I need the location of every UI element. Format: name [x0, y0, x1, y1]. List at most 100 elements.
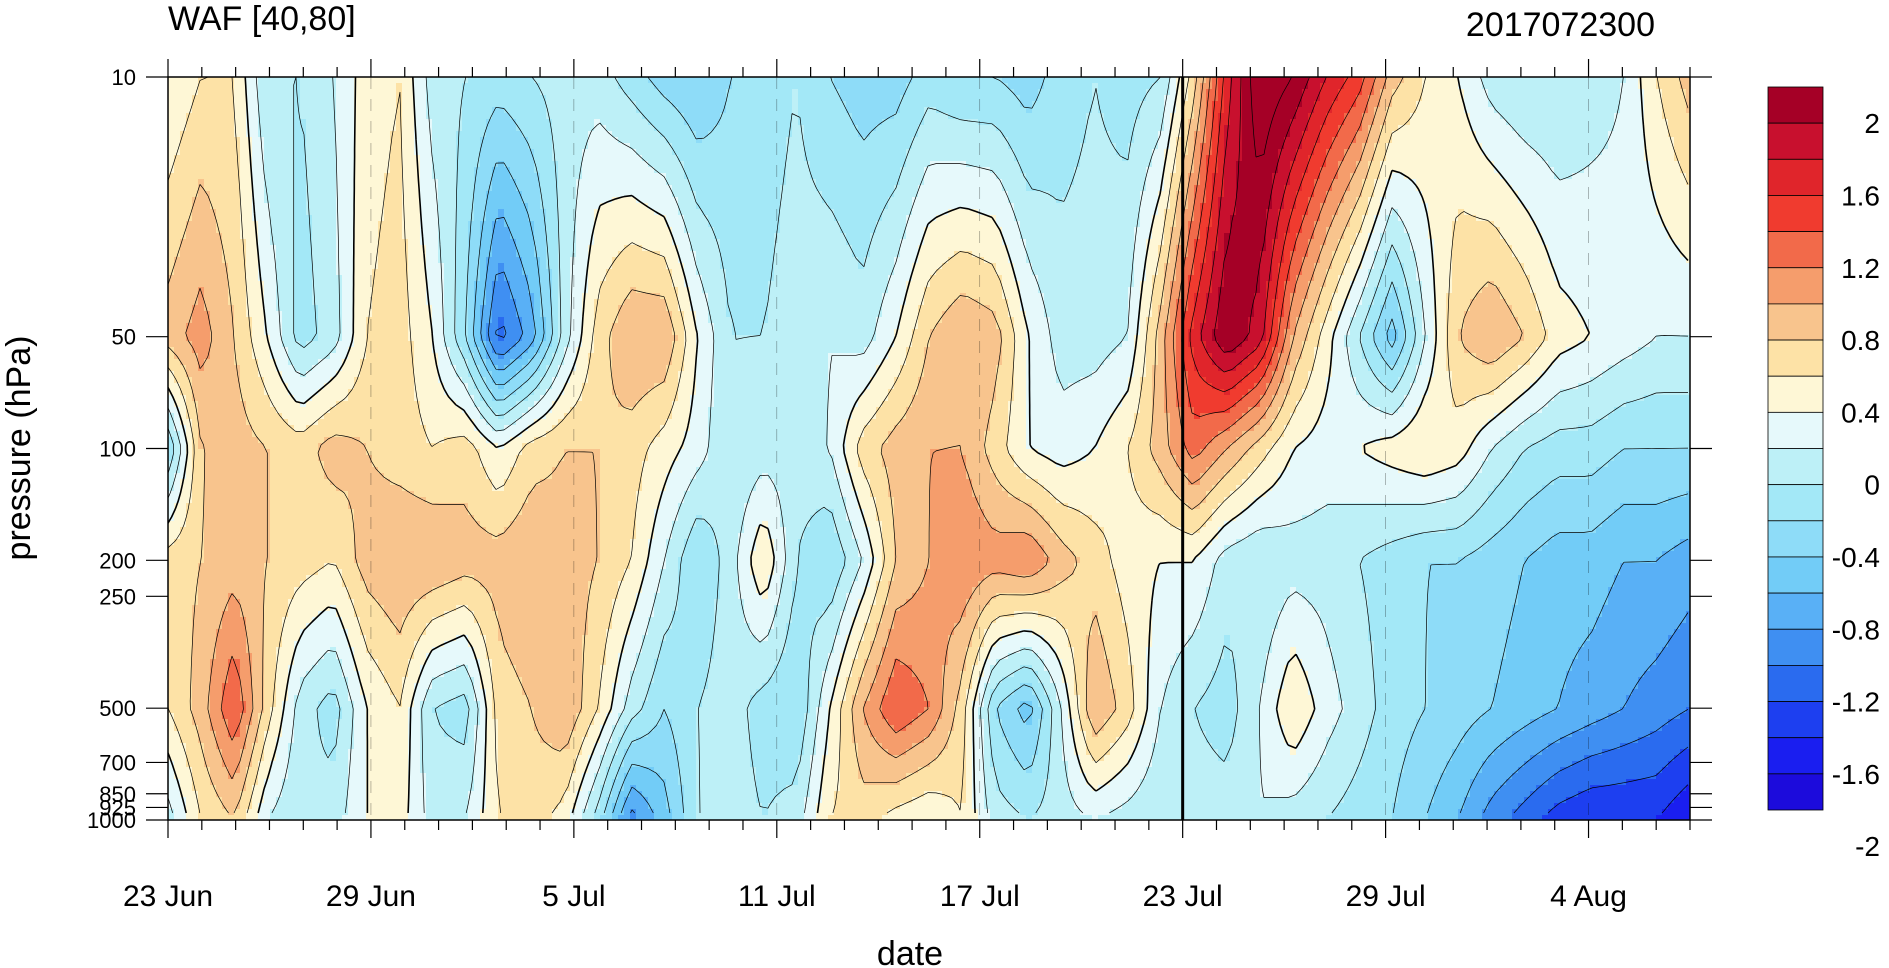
field-cell: [306, 149, 313, 156]
field-cell: [1668, 167, 1675, 174]
field-cell: [630, 113, 637, 120]
field-cell: [444, 155, 451, 162]
field-cell: [1260, 89, 1267, 96]
field-cell: [984, 83, 991, 90]
field-cell: [648, 95, 655, 102]
field-cell: [192, 77, 199, 84]
field-cell: [1350, 155, 1357, 162]
field-cell: [540, 185, 547, 192]
field-cell: [966, 113, 973, 120]
field-cell: [1236, 125, 1243, 132]
field-cell: [888, 143, 895, 150]
field-cell: [1596, 77, 1603, 84]
field-cell: [594, 143, 601, 150]
field-cell: [384, 179, 391, 186]
field-cell: [1344, 95, 1351, 102]
field-cell: [1008, 179, 1015, 186]
field-cell: [876, 191, 883, 198]
field-cell: [738, 119, 745, 126]
field-cell: [312, 161, 319, 168]
field-cell: [834, 107, 841, 114]
field-cell: [342, 89, 349, 96]
field-cell: [1080, 161, 1087, 168]
field-cell: [1266, 83, 1273, 90]
field-cell: [1542, 77, 1549, 84]
field-cell: [1416, 143, 1423, 150]
field-cell: [1092, 149, 1099, 156]
field-cell: [990, 95, 997, 102]
field-cell: [1536, 161, 1543, 168]
field-cell: [960, 137, 967, 144]
field-cell: [168, 119, 175, 126]
field-cell: [1602, 161, 1609, 168]
field-cell: [1212, 101, 1219, 108]
field-cell: [1206, 161, 1213, 168]
field-cell: [570, 149, 577, 156]
field-cell: [702, 107, 709, 114]
field-cell: [1326, 161, 1333, 168]
field-cell: [1272, 131, 1279, 138]
field-cell: [1062, 113, 1069, 120]
field-cell: [906, 125, 913, 132]
field-cell: [1020, 191, 1027, 198]
field-cell: [618, 101, 625, 108]
field-cell: [1506, 107, 1513, 114]
field-cell: [1488, 167, 1495, 174]
field-cell: [966, 191, 973, 198]
field-cell: [1674, 95, 1681, 102]
field-cell: [420, 179, 427, 186]
field-cell: [1038, 113, 1045, 120]
field-cell: [1212, 77, 1219, 84]
field-cell: [1488, 107, 1495, 114]
field-cell: [222, 143, 229, 150]
field-cell: [546, 161, 553, 168]
field-cell: [1056, 179, 1063, 186]
field-cell: [660, 113, 667, 120]
field-cell: [222, 107, 229, 114]
field-cell: [648, 113, 655, 120]
field-cell: [816, 83, 823, 90]
field-cell: [792, 161, 799, 168]
field-cell: [450, 161, 457, 168]
field-cell: [318, 119, 325, 126]
field-cell: [564, 173, 571, 180]
field-cell: [900, 149, 907, 156]
field-cell: [510, 101, 517, 108]
field-cell: [672, 161, 679, 168]
field-cell: [1326, 143, 1333, 150]
field-cell: [246, 191, 253, 198]
field-cell: [1320, 95, 1327, 102]
field-cell: [1650, 173, 1657, 180]
field-cell: [1110, 95, 1117, 102]
field-cell: [768, 137, 775, 144]
field-cell: [660, 167, 667, 174]
field-cell: [576, 95, 583, 102]
field-cell: [1560, 131, 1567, 138]
field-cell: [558, 149, 565, 156]
field-cell: [1518, 143, 1525, 150]
field-cell: [852, 143, 859, 150]
field-cell: [1488, 143, 1495, 150]
field-cell: [1638, 173, 1645, 180]
field-cell: [342, 113, 349, 120]
field-cell: [690, 89, 697, 96]
field-cell: [294, 191, 301, 198]
field-cell: [1608, 107, 1615, 114]
field-cell: [1260, 179, 1267, 186]
field-cell: [1596, 113, 1603, 120]
field-cell: [600, 191, 607, 198]
field-cell: [1632, 89, 1639, 96]
field-cell: [636, 191, 643, 198]
field-cell: [672, 119, 679, 126]
field-cell: [1554, 83, 1561, 90]
field-cell: [498, 119, 505, 126]
field-cell: [822, 179, 829, 186]
field-cell: [222, 149, 229, 156]
field-cell: [804, 125, 811, 132]
field-cell: [1626, 89, 1633, 96]
field-cell: [942, 173, 949, 180]
field-cell: [1632, 131, 1639, 138]
field-cell: [1464, 173, 1471, 180]
field-cell: [300, 125, 307, 132]
field-cell: [1026, 113, 1033, 120]
